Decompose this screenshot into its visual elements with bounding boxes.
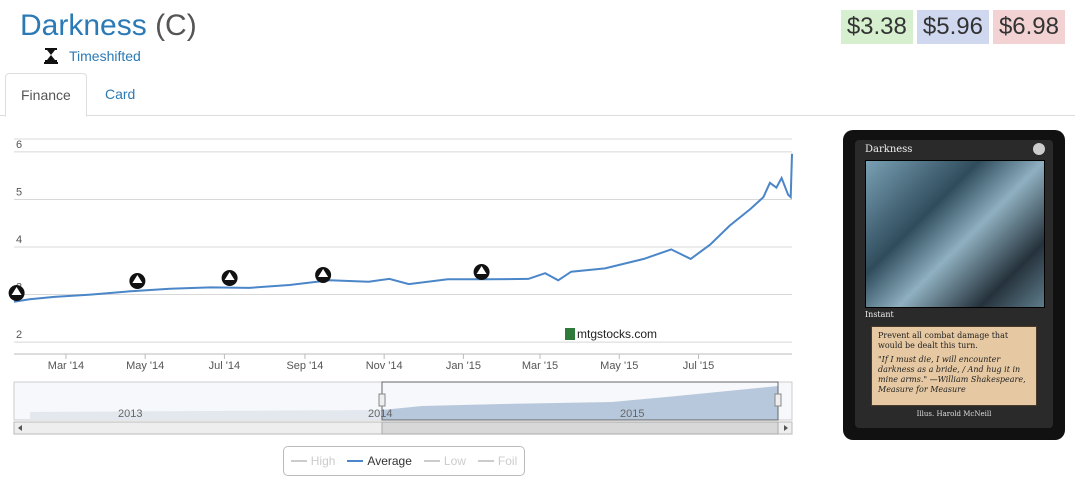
legend-label: High	[310, 454, 336, 468]
card-image-name: Darkness	[865, 144, 913, 155]
legend-line-icon	[423, 460, 440, 462]
card-rules-text: Prevent all combat damage that would be …	[878, 331, 1009, 350]
y-tick-label: 4	[16, 234, 22, 246]
low-price-badge: $3.38	[840, 10, 913, 44]
card-type-line: Instant	[865, 310, 894, 319]
legend-label: Foil	[497, 454, 518, 468]
legend-label: Low	[443, 454, 466, 468]
y-tick-label: 2	[16, 329, 22, 341]
tab-card[interactable]: Card	[105, 86, 136, 102]
scroll-right-icon[interactable]	[784, 425, 788, 431]
legend-item-low[interactable]: Low	[423, 454, 466, 468]
navigator-selected-area	[382, 386, 778, 420]
x-tick-label: Nov '14	[366, 360, 403, 372]
legend-item-foil[interactable]: Foil	[477, 454, 518, 468]
scrollbar-thumb[interactable]	[381, 421, 779, 435]
scroll-left-icon[interactable]	[18, 425, 22, 431]
navigator-right-handle[interactable]	[774, 393, 782, 407]
x-tick-label: Jul '15	[683, 360, 714, 372]
page-title: Darkness (C)	[20, 6, 197, 46]
set-symbol-icon	[11, 287, 22, 295]
set-symbol-icon	[132, 275, 143, 283]
navigator-year-label: 2015	[620, 408, 644, 420]
legend-line-icon	[290, 460, 307, 462]
set-row: Timeshifted	[42, 46, 141, 66]
legend-item-average[interactable]: Average	[347, 454, 412, 468]
x-tick-label: Sep '14	[286, 360, 323, 372]
average-series-line	[13, 153, 793, 303]
x-tick-label: May '15	[600, 360, 638, 372]
high-price-badge: $6.98	[992, 10, 1065, 44]
legend-line-icon	[477, 460, 494, 462]
navigator-year-label: 2013	[118, 408, 142, 420]
mtgstocks-logo-icon	[565, 328, 575, 340]
card-image: Darkness Instant Prevent all combat dama…	[843, 130, 1065, 440]
legend-label: Average	[367, 454, 412, 468]
average-price-badge: $5.96	[916, 10, 989, 44]
navigator-history-area	[30, 410, 382, 420]
card-rarity: (C)	[155, 9, 197, 42]
set-symbol-icon	[476, 266, 487, 274]
x-tick-label: Mar '15	[522, 360, 558, 372]
navigator-left-handle[interactable]	[378, 393, 386, 407]
card-art	[865, 160, 1045, 308]
set-symbol-icon	[224, 272, 235, 280]
set-link[interactable]: Timeshifted	[69, 48, 141, 64]
y-tick-label: 5	[16, 186, 22, 198]
x-tick-label: Jul '14	[209, 360, 240, 372]
price-badges: $3.38 $5.96 $6.98	[840, 10, 1065, 44]
x-tick-label: Jan '15	[446, 360, 481, 372]
mana-symbol-icon	[1033, 143, 1045, 155]
x-tick-label: Mar '14	[48, 360, 84, 372]
y-tick-label: 6	[16, 139, 22, 151]
card-frame: Darkness Instant Prevent all combat dama…	[855, 140, 1053, 428]
legend-item-high[interactable]: High	[290, 454, 336, 468]
navigator-year-label: 2014	[368, 408, 392, 420]
hourglass-icon	[44, 48, 58, 64]
set-symbol-icon	[318, 269, 329, 277]
chart-legend: High Average Low Foil	[283, 446, 525, 476]
card-illustrator: Illus. Harold McNeill	[916, 410, 992, 418]
tab-finance[interactable]: Finance	[5, 73, 87, 117]
legend-line-icon	[347, 460, 364, 462]
card-text-box: Prevent all combat damage that would be …	[871, 326, 1037, 406]
card-name: Darkness	[20, 9, 147, 42]
watermark-text: mtgstocks.com	[577, 327, 657, 341]
x-tick-label: May '14	[126, 360, 164, 372]
card-flavor-text: "If I must die, I will encounter darknes…	[878, 355, 1026, 394]
tab-bar: Finance Card	[0, 73, 1075, 117]
